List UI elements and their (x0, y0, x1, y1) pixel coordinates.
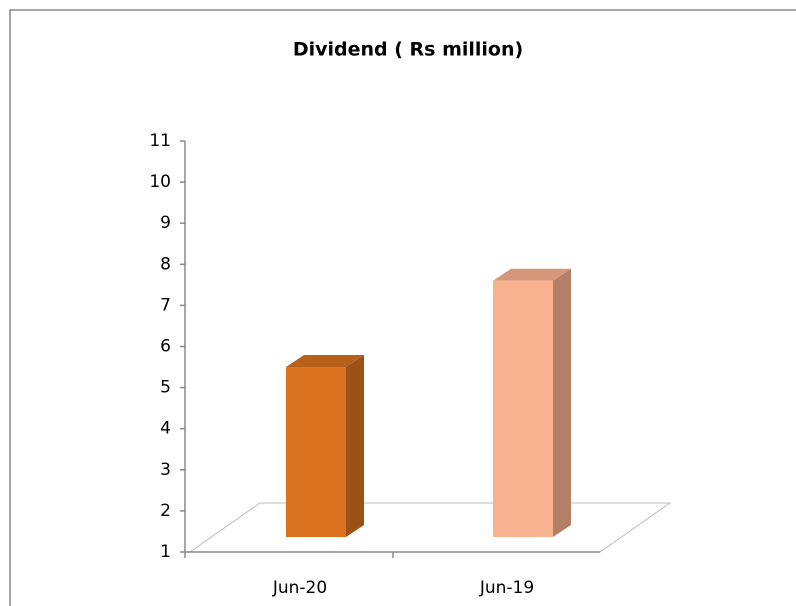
bar-side (553, 268, 571, 537)
x-tick-label: Jun-20 (272, 578, 327, 598)
y-tick-label: 5 (160, 378, 171, 398)
bar (493, 280, 553, 537)
y-tick-label: 2 (160, 501, 171, 521)
chart-title: Dividend ( Rs million) (293, 39, 523, 61)
bar-side (346, 355, 364, 537)
y-tick-label: 3 (160, 460, 171, 480)
bar-top (493, 268, 571, 281)
y-tick-label: 4 (160, 419, 171, 439)
y-tick-label: 9 (160, 213, 171, 233)
y-tick-label: 7 (160, 295, 171, 315)
y-tick-label: 10 (149, 172, 171, 192)
y-tick-label: 1 (160, 542, 171, 562)
bar (286, 367, 346, 537)
y-tick-label: 11 (149, 131, 171, 151)
floor (188, 502, 672, 553)
y-tick-label: 6 (160, 337, 171, 357)
x-tick-label: Jun-19 (479, 578, 534, 598)
y-tick-label: 8 (160, 254, 171, 274)
bar-top (286, 355, 364, 368)
